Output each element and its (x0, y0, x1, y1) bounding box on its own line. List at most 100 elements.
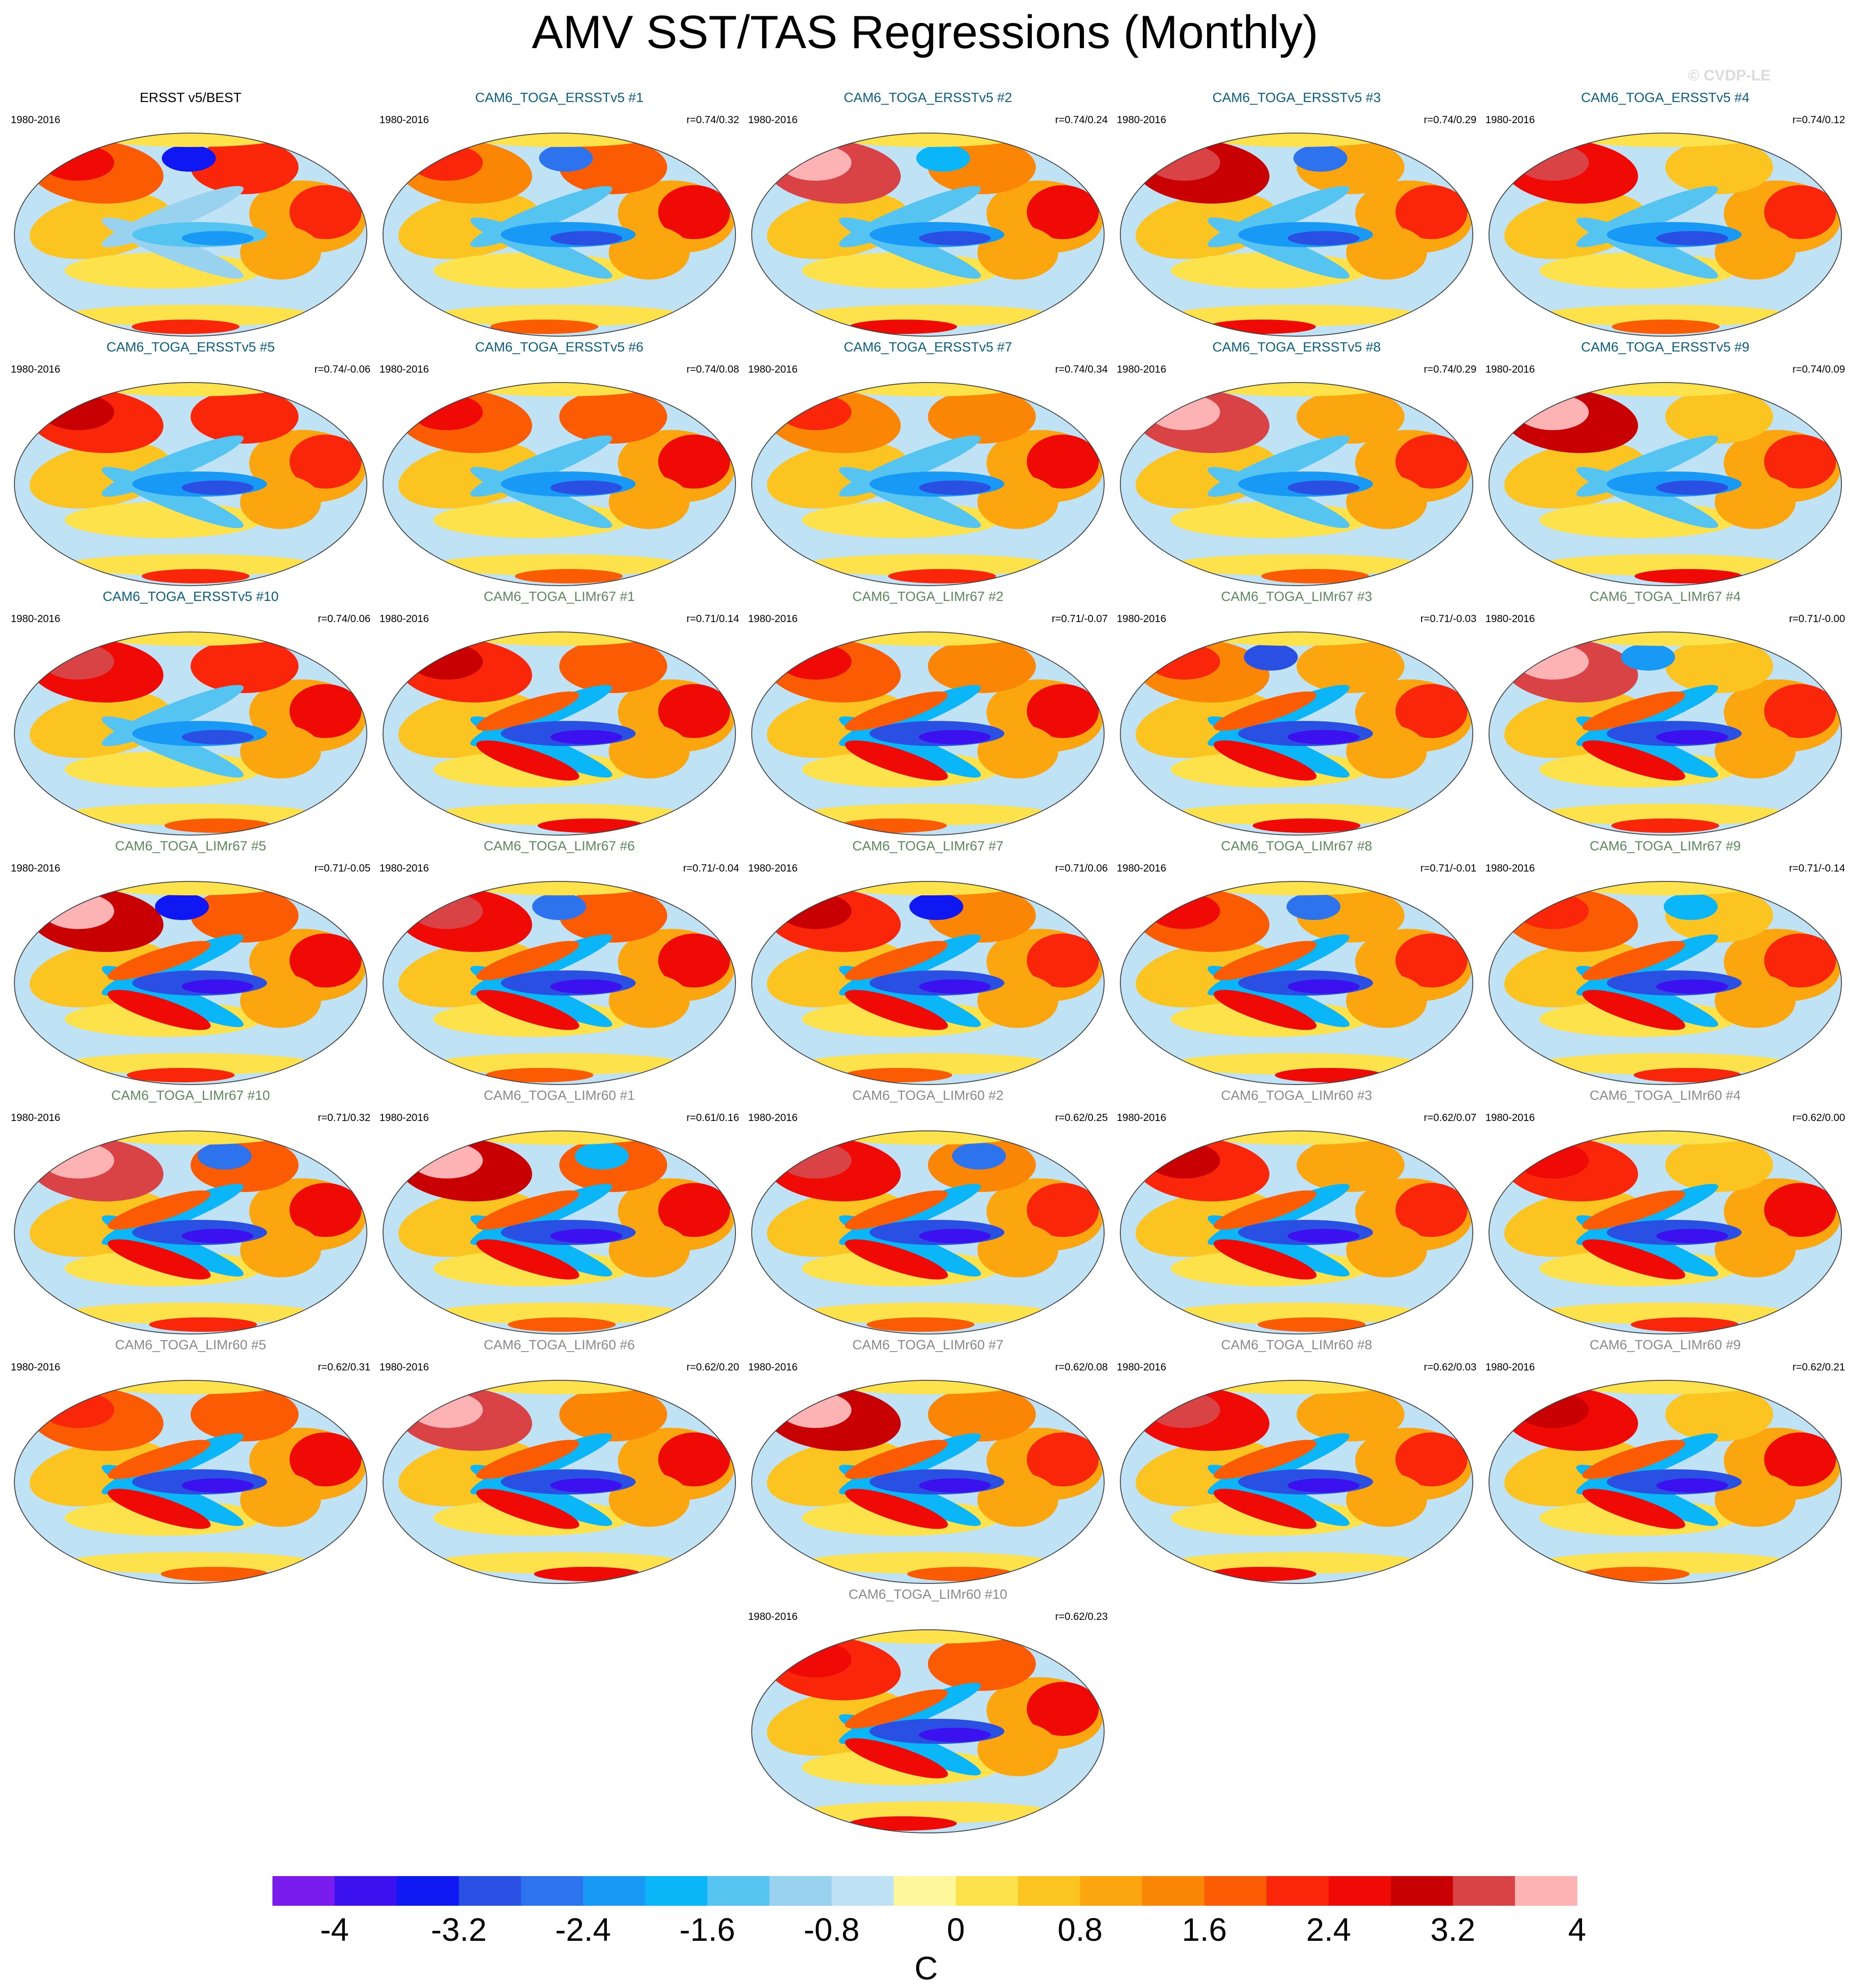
map-anomaly (1582, 990, 1685, 1030)
map-anomaly (411, 145, 483, 181)
panel-period: 1980-2016 (1117, 1112, 1166, 1123)
map-panel: CAM6_TOGA_ERSSTv5 #1 1980-2016 r=0.74/0.32 (375, 90, 744, 339)
map-field (1120, 133, 1473, 336)
panel-correlation: r=0.71/-0.01 (1420, 862, 1476, 874)
panel-period: 1980-2016 (1485, 1112, 1535, 1123)
map-anomaly (290, 185, 361, 239)
panel-period: 1980-2016 (379, 1112, 429, 1123)
regression-map (14, 1130, 367, 1334)
panel-correlation: r=0.62/0.21 (1792, 1361, 1845, 1373)
map-anomaly (476, 1190, 580, 1230)
map-panel: CAM6_TOGA_LIMr60 #6 1980-2016 r=0.62/0.20 (375, 1337, 744, 1587)
map-anomaly (476, 941, 580, 980)
map-anomaly (780, 1641, 851, 1677)
map-outline (383, 133, 736, 337)
map-anomaly (1582, 1239, 1685, 1280)
map-anomaly (1208, 1567, 1317, 1581)
map-field (14, 632, 367, 835)
map-anomaly (1764, 435, 1836, 489)
map-anomaly (65, 305, 317, 326)
map-outline (751, 1380, 1105, 1584)
panel-correlation: r=0.71/-0.07 (1052, 613, 1108, 624)
map-field (1489, 881, 1841, 1085)
map-anomaly (1395, 435, 1467, 489)
map-anomaly (107, 1440, 211, 1479)
panel-correlation: r=0.71/-0.14 (1789, 862, 1845, 874)
map-anomaly (290, 684, 361, 738)
map-field (752, 1131, 1104, 1334)
map-anomaly (845, 1239, 948, 1280)
map-anomaly (845, 1190, 948, 1230)
map-anomaly (197, 1143, 252, 1170)
regression-map (751, 1629, 1105, 1833)
map-anomaly (1297, 639, 1404, 693)
map-anomaly (476, 990, 580, 1030)
map-outline (1489, 133, 1842, 337)
map-anomaly (1539, 305, 1791, 326)
map-panel: CAM6_TOGA_LIMr67 #9 1980-2016 r=0.71/-0.14 (1481, 838, 1850, 1088)
map-anomaly (845, 1738, 948, 1779)
regression-map (14, 382, 367, 586)
panel-period: 1980-2016 (1117, 1361, 1166, 1373)
map-panel: CAM6_TOGA_ERSSTv5 #8 1980-2016 r=0.74/0.29 (1112, 339, 1481, 589)
panel-correlation: r=0.74/0.29 (1423, 114, 1476, 125)
map-anomaly (1148, 1143, 1220, 1179)
map-outline (1489, 632, 1842, 836)
map-anomaly (65, 1053, 317, 1075)
map-anomaly (411, 394, 483, 430)
map-anomaly (845, 691, 948, 731)
map-panel: CAM6_TOGA_LIMr60 #3 1980-2016 r=0.62/0.07 (1112, 1088, 1481, 1337)
map-anomaly (1297, 1388, 1404, 1441)
panel-title: CAM6_TOGA_ERSSTv5 #4 (1581, 90, 1750, 105)
map-anomaly (191, 1388, 299, 1441)
map-anomaly (844, 1068, 952, 1082)
map-anomaly (532, 893, 586, 920)
map-anomaly (1539, 1053, 1791, 1075)
map-anomaly (161, 145, 216, 172)
map-anomaly (1517, 1392, 1589, 1428)
map-anomaly (433, 1053, 685, 1075)
panel-correlation: r=0.71/0.06 (1055, 862, 1108, 874)
map-anomaly (1027, 934, 1099, 987)
map-anomaly (1764, 185, 1836, 239)
map-anomaly (1395, 684, 1467, 738)
map-anomaly (550, 979, 622, 994)
map-anomaly (155, 893, 209, 920)
map-anomaly (928, 1388, 1036, 1441)
map-field (1120, 881, 1473, 1085)
map-anomaly (1656, 231, 1728, 245)
map-anomaly (1297, 1138, 1404, 1192)
map-anomaly (42, 1143, 114, 1179)
panel-period: 1980-2016 (379, 363, 429, 375)
panel-title: CAM6_TOGA_LIMr67 #1 (483, 589, 635, 604)
map-anomaly (1582, 740, 1685, 781)
panel-correlation: r=0.74/0.34 (1055, 363, 1108, 375)
map-anomaly (1288, 730, 1360, 744)
map-anomaly (433, 1552, 685, 1574)
map-panel: CAM6_TOGA_LIMr67 #2 1980-2016 r=0.71/-0.07 (744, 589, 1112, 838)
map-panel: CAM6_TOGA_ERSSTv5 #4 1980-2016 r=0.74/0.12 (1481, 90, 1850, 339)
map-outline (14, 1130, 367, 1334)
map-anomaly (845, 1489, 948, 1529)
map-anomaly (1213, 1190, 1317, 1230)
map-anomaly (107, 990, 211, 1030)
map-outline (14, 1380, 367, 1584)
map-anomaly (42, 145, 114, 181)
map-anomaly (1764, 1432, 1836, 1486)
map-anomaly (42, 644, 114, 680)
panel-period: 1980-2016 (11, 1361, 60, 1373)
panel-title: CAM6_TOGA_LIMr60 #10 (848, 1587, 1007, 1602)
panel-title: CAM6_TOGA_LIMr67 #9 (1589, 839, 1741, 854)
map-anomaly (508, 1317, 616, 1332)
map-field (1120, 382, 1473, 586)
panel-period: 1980-2016 (379, 862, 429, 874)
map-outline (14, 382, 367, 586)
panel-correlation: r=0.74/0.08 (686, 363, 739, 375)
panel-period: 1980-2016 (748, 862, 798, 874)
map-outline (1489, 1130, 1842, 1334)
panel-period: 1980-2016 (1117, 114, 1166, 125)
map-anomaly (433, 1303, 685, 1324)
map-anomaly (1288, 979, 1360, 994)
map-panel: CAM6_TOGA_LIMr67 #4 1980-2016 r=0.71/-0.00 (1481, 589, 1850, 838)
map-anomaly (1656, 480, 1728, 495)
